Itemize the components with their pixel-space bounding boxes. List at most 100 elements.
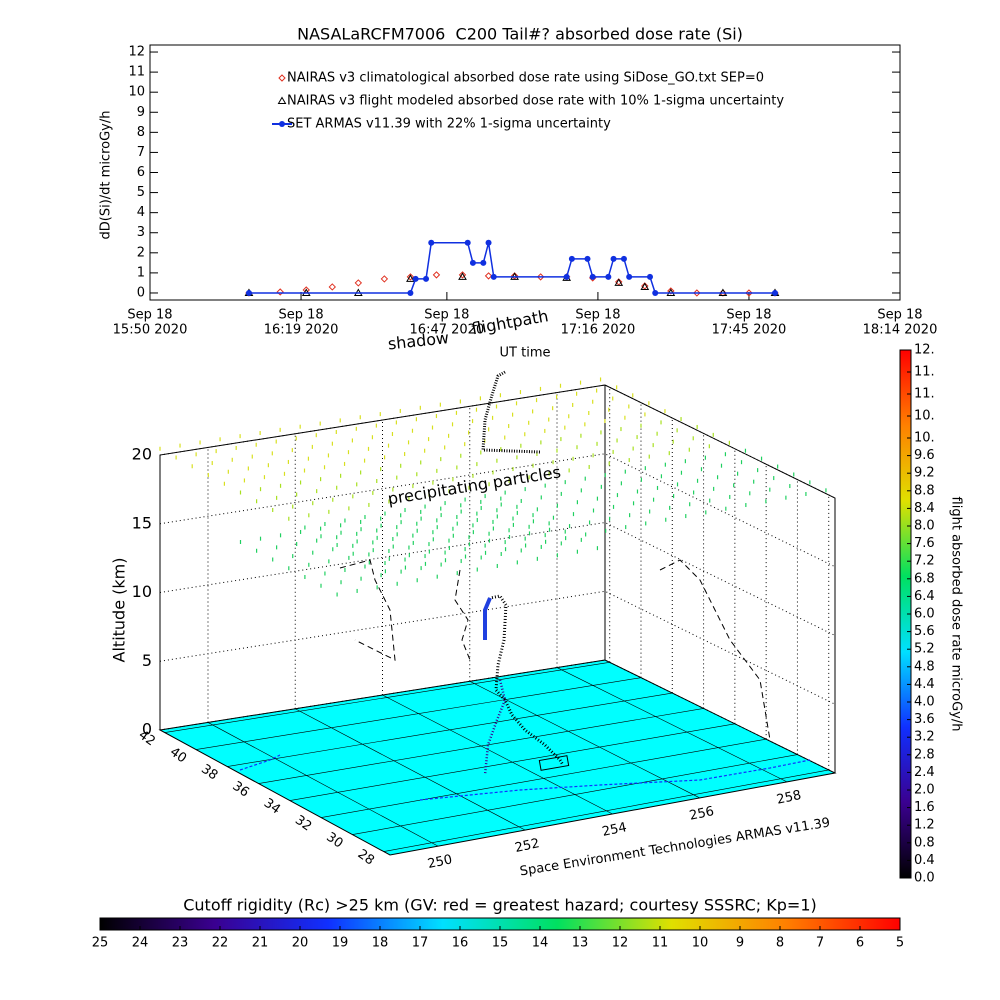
x-tick-label: Sep 18 [127,308,172,323]
marker [423,275,430,282]
colorbar-tick-label: 9.6 [914,448,935,463]
marker [490,273,497,280]
colorbar-tick-label: 4.4 [914,677,935,692]
colorbar-tick-label: 7.6 [914,536,935,551]
colorbar-tick-label: 2.0 [914,783,935,798]
y-tick-label: 0 [137,285,145,300]
colorbar-tick-label: 3.6 [914,712,935,727]
colorbar-tick-label: 14 [532,936,549,951]
colorbar-tick-label: 21 [252,936,269,951]
colorbar-tick-label: 6.4 [914,589,935,604]
colorbar-tick-label: 10 [692,936,709,951]
flightpath-shadow [481,370,541,454]
x-tick-label: Sep 18 [278,308,323,323]
colorbar-tick-label: 6.8 [914,571,935,586]
colorbar-tick-label: 7.2 [914,554,935,569]
marker [464,239,471,246]
colorbar-tick-label: 24 [132,936,149,951]
colorbar-label: flight absorbed dose rate microGy/h [949,497,964,732]
colorbar-tick-label: 9 [736,936,744,951]
colorbar-tick-label: 6 [856,936,864,951]
colorbar-tick-label: 5 [896,936,904,951]
y-axis-label: dD(Si)/dt microGy/h [99,111,114,240]
legend-marker [279,121,285,127]
marker [510,272,519,280]
y-tick-label: 1 [137,265,145,280]
y-tick-label: 12 [128,45,145,60]
colorbar-tick-label: 0.8 [914,835,935,850]
colorbar-tick-label: 12 [612,936,629,951]
marker [407,289,414,296]
marker [614,278,624,286]
colorbar-tick-label: 0.0 [914,871,935,886]
floor-grid [382,694,613,815]
colorbar-tick-label: 4.8 [914,659,935,674]
shadow-outline [339,559,771,741]
colorbar-tick-label: 6.0 [914,607,935,622]
marker [328,283,336,291]
floor-grid [258,708,704,784]
x-tick-label: 16:19 2020 [264,323,339,338]
z-tick-label: 20 [132,445,152,464]
x-tick-label: 250 [426,852,453,872]
x-tick-label: Sep 18 [424,308,469,323]
marker [641,282,649,290]
z-tick-label: 0 [142,720,152,739]
x-tick-label: Sep 18 [726,308,771,323]
colorbar-tick-label: 9.2 [914,466,935,481]
colorbar-tick-label: 10. [914,409,935,424]
marker [647,273,653,280]
y-tick-label: 9 [137,105,145,120]
floor-grid [321,738,767,818]
colorbar-tick-label: 1.6 [914,800,935,815]
legend-label: NAIRAS v3 climatological absorbed dose r… [287,71,764,86]
marker [485,239,492,246]
marker [626,273,633,280]
x-tick-label: 254 [601,820,628,840]
colorbar-tick-label: 4.0 [914,695,935,710]
colorbar-tick-label: 20 [292,936,309,951]
marker [640,282,650,290]
colorbar-tick-label: 18 [372,936,389,951]
colorbar-tick-label: 12. [914,343,935,358]
marker [615,278,623,286]
z-axis-label: Altitude (km) [110,558,129,663]
marker [772,289,778,296]
marker [276,288,284,296]
legend-label: SET ARMAS v11.39 with 22% 1-sigma uncert… [287,117,611,132]
y-tick-label: 3 [137,225,145,240]
flightpath-colored [483,597,492,640]
z-tick-label: 5 [142,651,152,670]
x-tick-label: Sep 18 [575,308,620,323]
marker [432,271,441,279]
marker [245,289,252,296]
marker [745,289,753,297]
marker [354,279,363,287]
y-tick-label: 11 [128,65,145,80]
marker [652,289,659,296]
colorbar-tick-label: 17 [412,936,429,951]
colorbar-tick-label: 7 [816,936,824,951]
y-tick-label: 6 [137,165,145,180]
coastline [239,754,811,801]
z-tick-label: 15 [132,513,152,532]
colorbar-tick-label: 1.2 [914,818,935,833]
chart-title: NASALaRCFM7006 C200 Tail#? absorbed dose… [297,25,743,44]
colorbar-tick-label: 11. [914,365,935,380]
legend-label: NAIRAS v3 flight modeled absorbed dose r… [287,94,784,109]
marker [620,255,627,262]
floor-grid [556,667,788,783]
floor-grid [295,708,526,831]
colorbar-tick-label: 2.8 [914,747,935,762]
x-tick-label: 17:16 2020 [561,323,636,338]
marker [406,274,415,282]
x-tick-label: 16:47 2020 [410,323,485,338]
marker [563,273,570,280]
legend-marker [278,74,286,82]
colorbar-tick-label: 13 [572,936,589,951]
x-tick-label: 15:50 2020 [113,323,188,338]
y-tick-label: 5 [137,185,145,200]
floor-grid [164,662,610,733]
